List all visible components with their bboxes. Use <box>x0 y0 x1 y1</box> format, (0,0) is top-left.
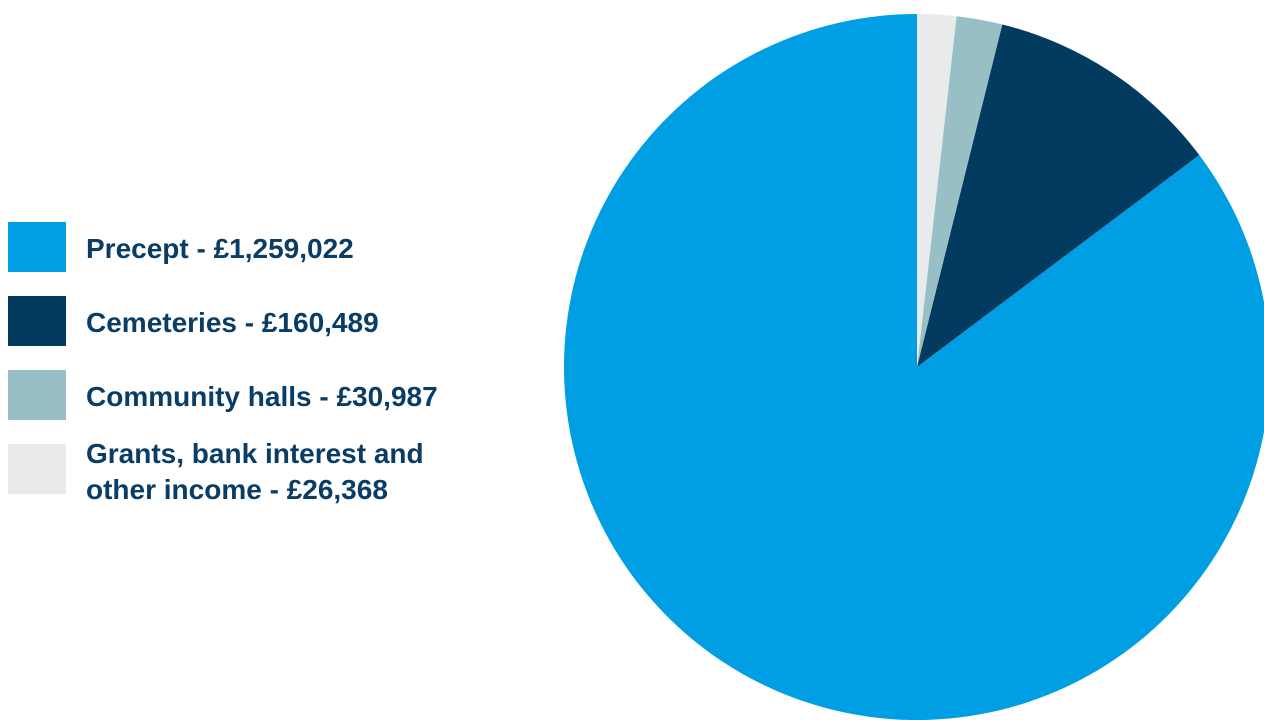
legend-item-community-halls: Community halls - £30,987 <box>8 370 528 420</box>
legend-swatch-grants-other-income <box>8 444 66 494</box>
legend-swatch-cemeteries <box>8 296 66 346</box>
legend-swatch-community-halls <box>8 370 66 420</box>
pie-slice-precept <box>564 14 1264 720</box>
pie-slice-community-halls <box>917 16 1003 367</box>
chart-legend: Precept - £1,259,022 Cemeteries - £160,4… <box>8 222 528 518</box>
legend-label-cemeteries: Cemeteries - £160,489 <box>86 307 379 338</box>
legend-label-precept: Precept - £1,259,022 <box>86 233 354 264</box>
pie-slice-cemeteries <box>917 24 1200 368</box>
legend-label-grants-other-income: Grants, bank interest and other income -… <box>86 438 424 505</box>
pie-slice-grants-bank-interest-and-other-income <box>917 14 957 367</box>
legend-swatch-precept <box>8 222 66 272</box>
legend-item-cemeteries: Cemeteries - £160,489 <box>8 296 528 346</box>
legend-label-community-halls: Community halls - £30,987 <box>86 381 438 412</box>
legend-item-grants-other-income: Grants, bank interest and other income -… <box>8 438 528 505</box>
legend-item-precept: Precept - £1,259,022 <box>8 222 528 272</box>
pie-chart-svg <box>564 14 1264 720</box>
